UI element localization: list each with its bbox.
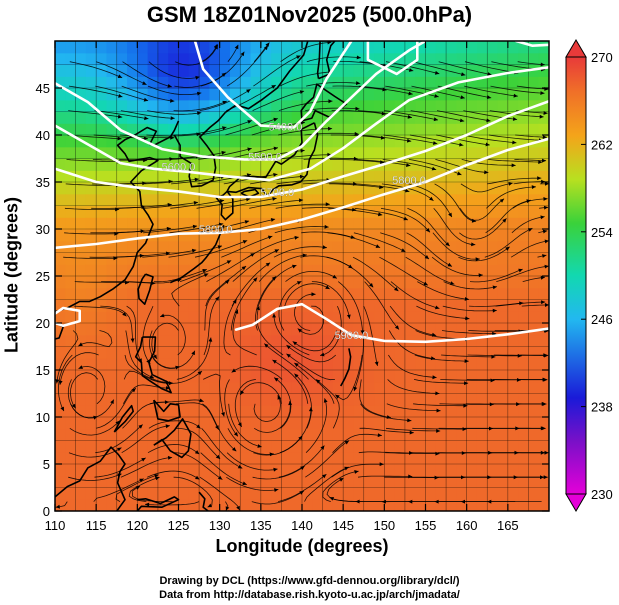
- colorbar-label: 230: [591, 487, 613, 502]
- coastline-14: [55, 446, 126, 511]
- y-tick-label: 30: [36, 222, 50, 237]
- contour-label-3: 5700.0: [260, 187, 294, 199]
- coastline-3: [316, 41, 336, 80]
- x-axis-ticks: 110 115 120 125 130 135 140 145 150 155 160 165: [45, 41, 519, 533]
- wind-streamlines: [55, 41, 549, 511]
- y-tick-label: 5: [43, 457, 50, 472]
- colorbar: 270 262 254 246 238 230: [565, 39, 613, 512]
- y-tick-label: 0: [43, 504, 50, 519]
- y-tick-label: 15: [36, 363, 50, 378]
- coastline-5: [226, 122, 319, 197]
- coastline-16: [198, 491, 209, 511]
- credit-drawing: Drawing by DCL (https://www.gfd-dennou.o…: [159, 575, 460, 587]
- height-contour-4: [55, 137, 549, 250]
- colorbar-label: 246: [591, 312, 613, 327]
- height-contour-7: [366, 41, 419, 76]
- contour-label-0: 5400.0: [269, 121, 303, 133]
- contour-label-5: 5800.0: [199, 224, 233, 236]
- contour-label-4: 5800.0: [392, 175, 426, 187]
- coastline-4: [300, 83, 348, 122]
- x-tick-label: 160: [456, 518, 478, 533]
- coastline-0: [55, 120, 180, 313]
- coastline-13: [113, 404, 134, 433]
- y-tick-label: 45: [36, 81, 50, 96]
- colorbar-label: 238: [591, 400, 613, 415]
- coastline-15: [136, 496, 180, 511]
- height-contour-3: [55, 99, 549, 199]
- height-contour-0: [193, 41, 353, 129]
- y-tick-label: 35: [36, 175, 50, 190]
- x-tick-label: 150: [373, 518, 395, 533]
- colorbar-label: 254: [591, 225, 613, 240]
- x-tick-label: 115: [86, 518, 107, 533]
- height-contour-8: [514, 41, 549, 47]
- coastline-18: [340, 348, 352, 387]
- credit-data: Data from http://database.rish.kyoto-u.a…: [159, 589, 460, 601]
- colorbar-label: 270: [591, 50, 613, 65]
- height-contour-6: [234, 302, 549, 344]
- x-tick-label: 130: [209, 518, 231, 533]
- contour-label-1: 5500.0: [248, 151, 282, 163]
- colorbar-label: 262: [591, 137, 613, 152]
- coastline-8: [137, 273, 154, 305]
- x-tick-label: 125: [168, 518, 190, 533]
- height-contour-5: [55, 306, 81, 328]
- contour-label-2: 5600.0: [162, 162, 196, 174]
- y-tick-label: 25: [36, 269, 50, 284]
- chart-title: GSM 18Z01Nov2025 (500.0hPa): [146, 2, 473, 27]
- x-tick-label: 135: [250, 518, 272, 533]
- x-axis-label: Longitude (degrees): [215, 536, 389, 556]
- y-tick-label: 40: [36, 128, 50, 143]
- height-contour-1: [55, 41, 427, 161]
- x-tick-label: 155: [415, 518, 437, 533]
- coastline-12: [153, 399, 181, 422]
- x-tick-label: 120: [126, 518, 148, 533]
- x-tick-label: 140: [291, 518, 313, 533]
- height-contours: [55, 41, 549, 344]
- x-tick-label: 165: [497, 518, 519, 533]
- y-axis-ticks: 0 5 10 15 20 25 30 35 40 45: [36, 81, 549, 519]
- y-tick-label: 10: [36, 410, 50, 425]
- height-contour-2: [55, 66, 549, 182]
- contour-label-6: 5900.0: [335, 330, 369, 342]
- contour-labels: 5400.0 5500.0 5600.0 5700.0 5800.0 5800.0 5900…: [162, 121, 426, 342]
- y-tick-label: 20: [36, 316, 50, 331]
- x-tick-label: 110: [45, 518, 66, 533]
- x-tick-label: 145: [332, 518, 354, 533]
